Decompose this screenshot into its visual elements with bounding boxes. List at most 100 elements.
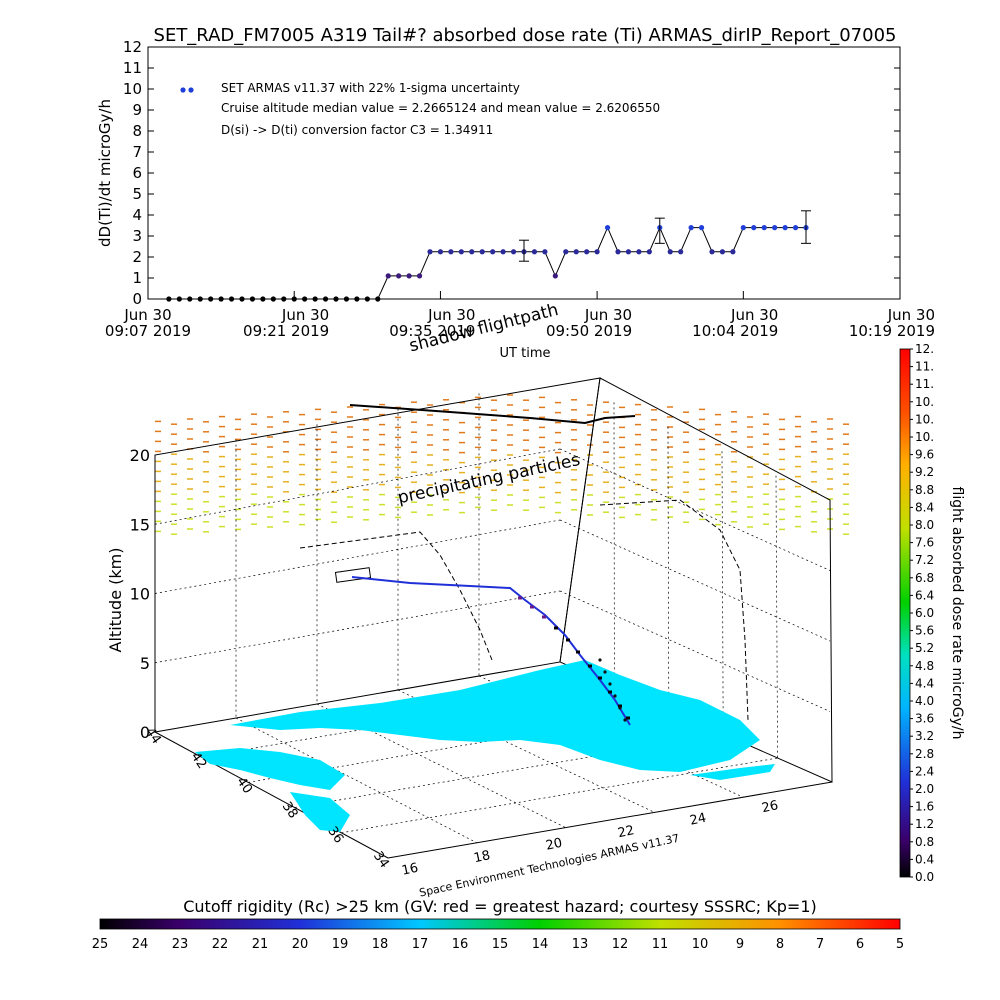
flightpath-dots	[518, 596, 630, 722]
dose-tick-label: 6.0	[915, 606, 934, 620]
x-tick-label-time: 09:07 2019	[105, 322, 191, 340]
top-x-axis-label: UT time	[500, 346, 551, 361]
data-point	[406, 273, 412, 279]
flightpath-dot	[608, 690, 612, 694]
dose-tick-label: 2.4	[915, 764, 934, 778]
data-point	[270, 296, 276, 302]
data-point	[636, 249, 642, 255]
box-frame	[154, 377, 833, 859]
data-point	[688, 225, 694, 231]
y-tick-label: 7	[132, 143, 142, 161]
data-point	[427, 249, 433, 255]
dose-tick-label: 1.2	[915, 817, 934, 831]
land-north	[230, 660, 760, 772]
altitude-tick-label: 15	[130, 515, 150, 534]
dose-tick-label: 10.	[915, 430, 934, 444]
ground-dot	[618, 706, 622, 710]
y-tick-label: 12	[123, 38, 142, 56]
dose-tick-label: 3.6	[915, 712, 934, 726]
rigidity-tick-label: 24	[132, 937, 149, 952]
x-tick-label-date: Jun 30	[730, 306, 778, 324]
floor-edge-right	[387, 781, 833, 859]
dose-tick-label: 10.	[915, 395, 934, 409]
data-point	[354, 296, 360, 302]
latitude-tick-label: 34	[370, 849, 392, 871]
error-bars	[519, 210, 811, 262]
grid-floor-b	[397, 689, 655, 813]
altitude-tick-label: 10	[130, 585, 150, 604]
data-point	[218, 296, 224, 302]
rigidity-tick-label: 14	[532, 937, 549, 952]
data-point	[396, 273, 402, 279]
rigidity-colorbar-label: Cutoff rigidity (Rc) >25 km (GV: red = g…	[183, 897, 817, 916]
land-map	[195, 660, 775, 832]
ground-dot	[623, 718, 627, 722]
data-point	[772, 225, 778, 231]
grid-z-right	[559, 448, 831, 571]
data-point	[249, 296, 256, 302]
dose-tick-label: 4.8	[915, 659, 934, 673]
flightpath-dot	[626, 716, 630, 720]
y-tick-label: 11	[123, 59, 142, 77]
dose-tick-label: 8.8	[915, 483, 934, 497]
rigidity-tick-label: 5	[896, 937, 904, 952]
legend-entry-2: Cruise altitude median value = 2.2665124…	[221, 101, 660, 115]
rigidity-tick-label: 19	[332, 937, 349, 952]
dose-tick-label: 12.	[915, 342, 934, 356]
rigidity-tick-label: 6	[856, 937, 864, 952]
y-tick-label: 9	[132, 101, 142, 119]
flightpath-dot	[554, 626, 558, 630]
data-point	[625, 249, 632, 255]
data-point	[500, 249, 506, 255]
longitude-tick-label: 20	[544, 836, 563, 854]
aircraft-marker	[334, 567, 372, 583]
dose-tick-label: 6.8	[915, 571, 934, 585]
rigidity-tick-label: 10	[692, 937, 709, 952]
altitude-axis-label: Altitude (km)	[106, 548, 125, 653]
longitude-tick-label: 26	[760, 798, 779, 816]
data-point	[594, 249, 600, 255]
data-point	[552, 273, 558, 279]
longitude-tick-label: 22	[616, 823, 635, 841]
rigidity-tick-label: 21	[252, 937, 269, 952]
dose-tick-label: 6.4	[915, 588, 934, 602]
rigidity-tick-label: 16	[452, 937, 469, 952]
x-tick-label-time: 10:04 2019	[692, 322, 778, 340]
y-tick-label: 0	[132, 290, 142, 308]
x-tick-label-date: Jun 30	[123, 306, 171, 324]
dose-tick-label: 8.4	[915, 500, 934, 514]
rigidity-tick-label: 13	[572, 937, 589, 952]
data-point	[584, 249, 590, 255]
data-point	[698, 225, 705, 231]
x-tick-label-date: Jun 30	[281, 306, 329, 324]
altitude-axis: 0 5 10 15 20	[130, 446, 150, 742]
data-point	[364, 296, 370, 302]
data-point	[719, 249, 726, 255]
data-point	[239, 296, 245, 302]
data-point	[385, 273, 391, 279]
data-point	[573, 249, 579, 255]
top-y-axis-label: dD(Ti)/dt microGy/h	[96, 99, 114, 247]
dose-rate-series	[166, 225, 809, 302]
y-tick-label: 10	[123, 80, 142, 98]
data-point	[458, 249, 464, 255]
data-point	[281, 296, 287, 302]
dose-tick-label: 9.6	[915, 448, 934, 462]
floor-edge-front	[154, 731, 389, 859]
rigidity-colorbar-ticks: 25 24 23 22 21 20 19 18 17 16 15 14 13 12 11 10 9 8 7 6 5	[92, 937, 904, 952]
dose-tick-label: 0.8	[915, 835, 934, 849]
x-tick-label-time: 09:35 2019	[389, 322, 475, 340]
land-island	[690, 764, 775, 780]
data-point	[782, 225, 788, 231]
data-point	[448, 249, 454, 255]
longitude-tick-label: 16	[400, 861, 419, 879]
data-point	[646, 249, 652, 255]
legend-marker-1	[180, 87, 186, 93]
rigidity-tick-label: 8	[776, 937, 784, 952]
longitude-tick-label: 24	[688, 811, 707, 829]
land-south-west	[195, 748, 345, 790]
y-tick-label: 8	[132, 122, 142, 140]
data-point	[291, 296, 297, 302]
